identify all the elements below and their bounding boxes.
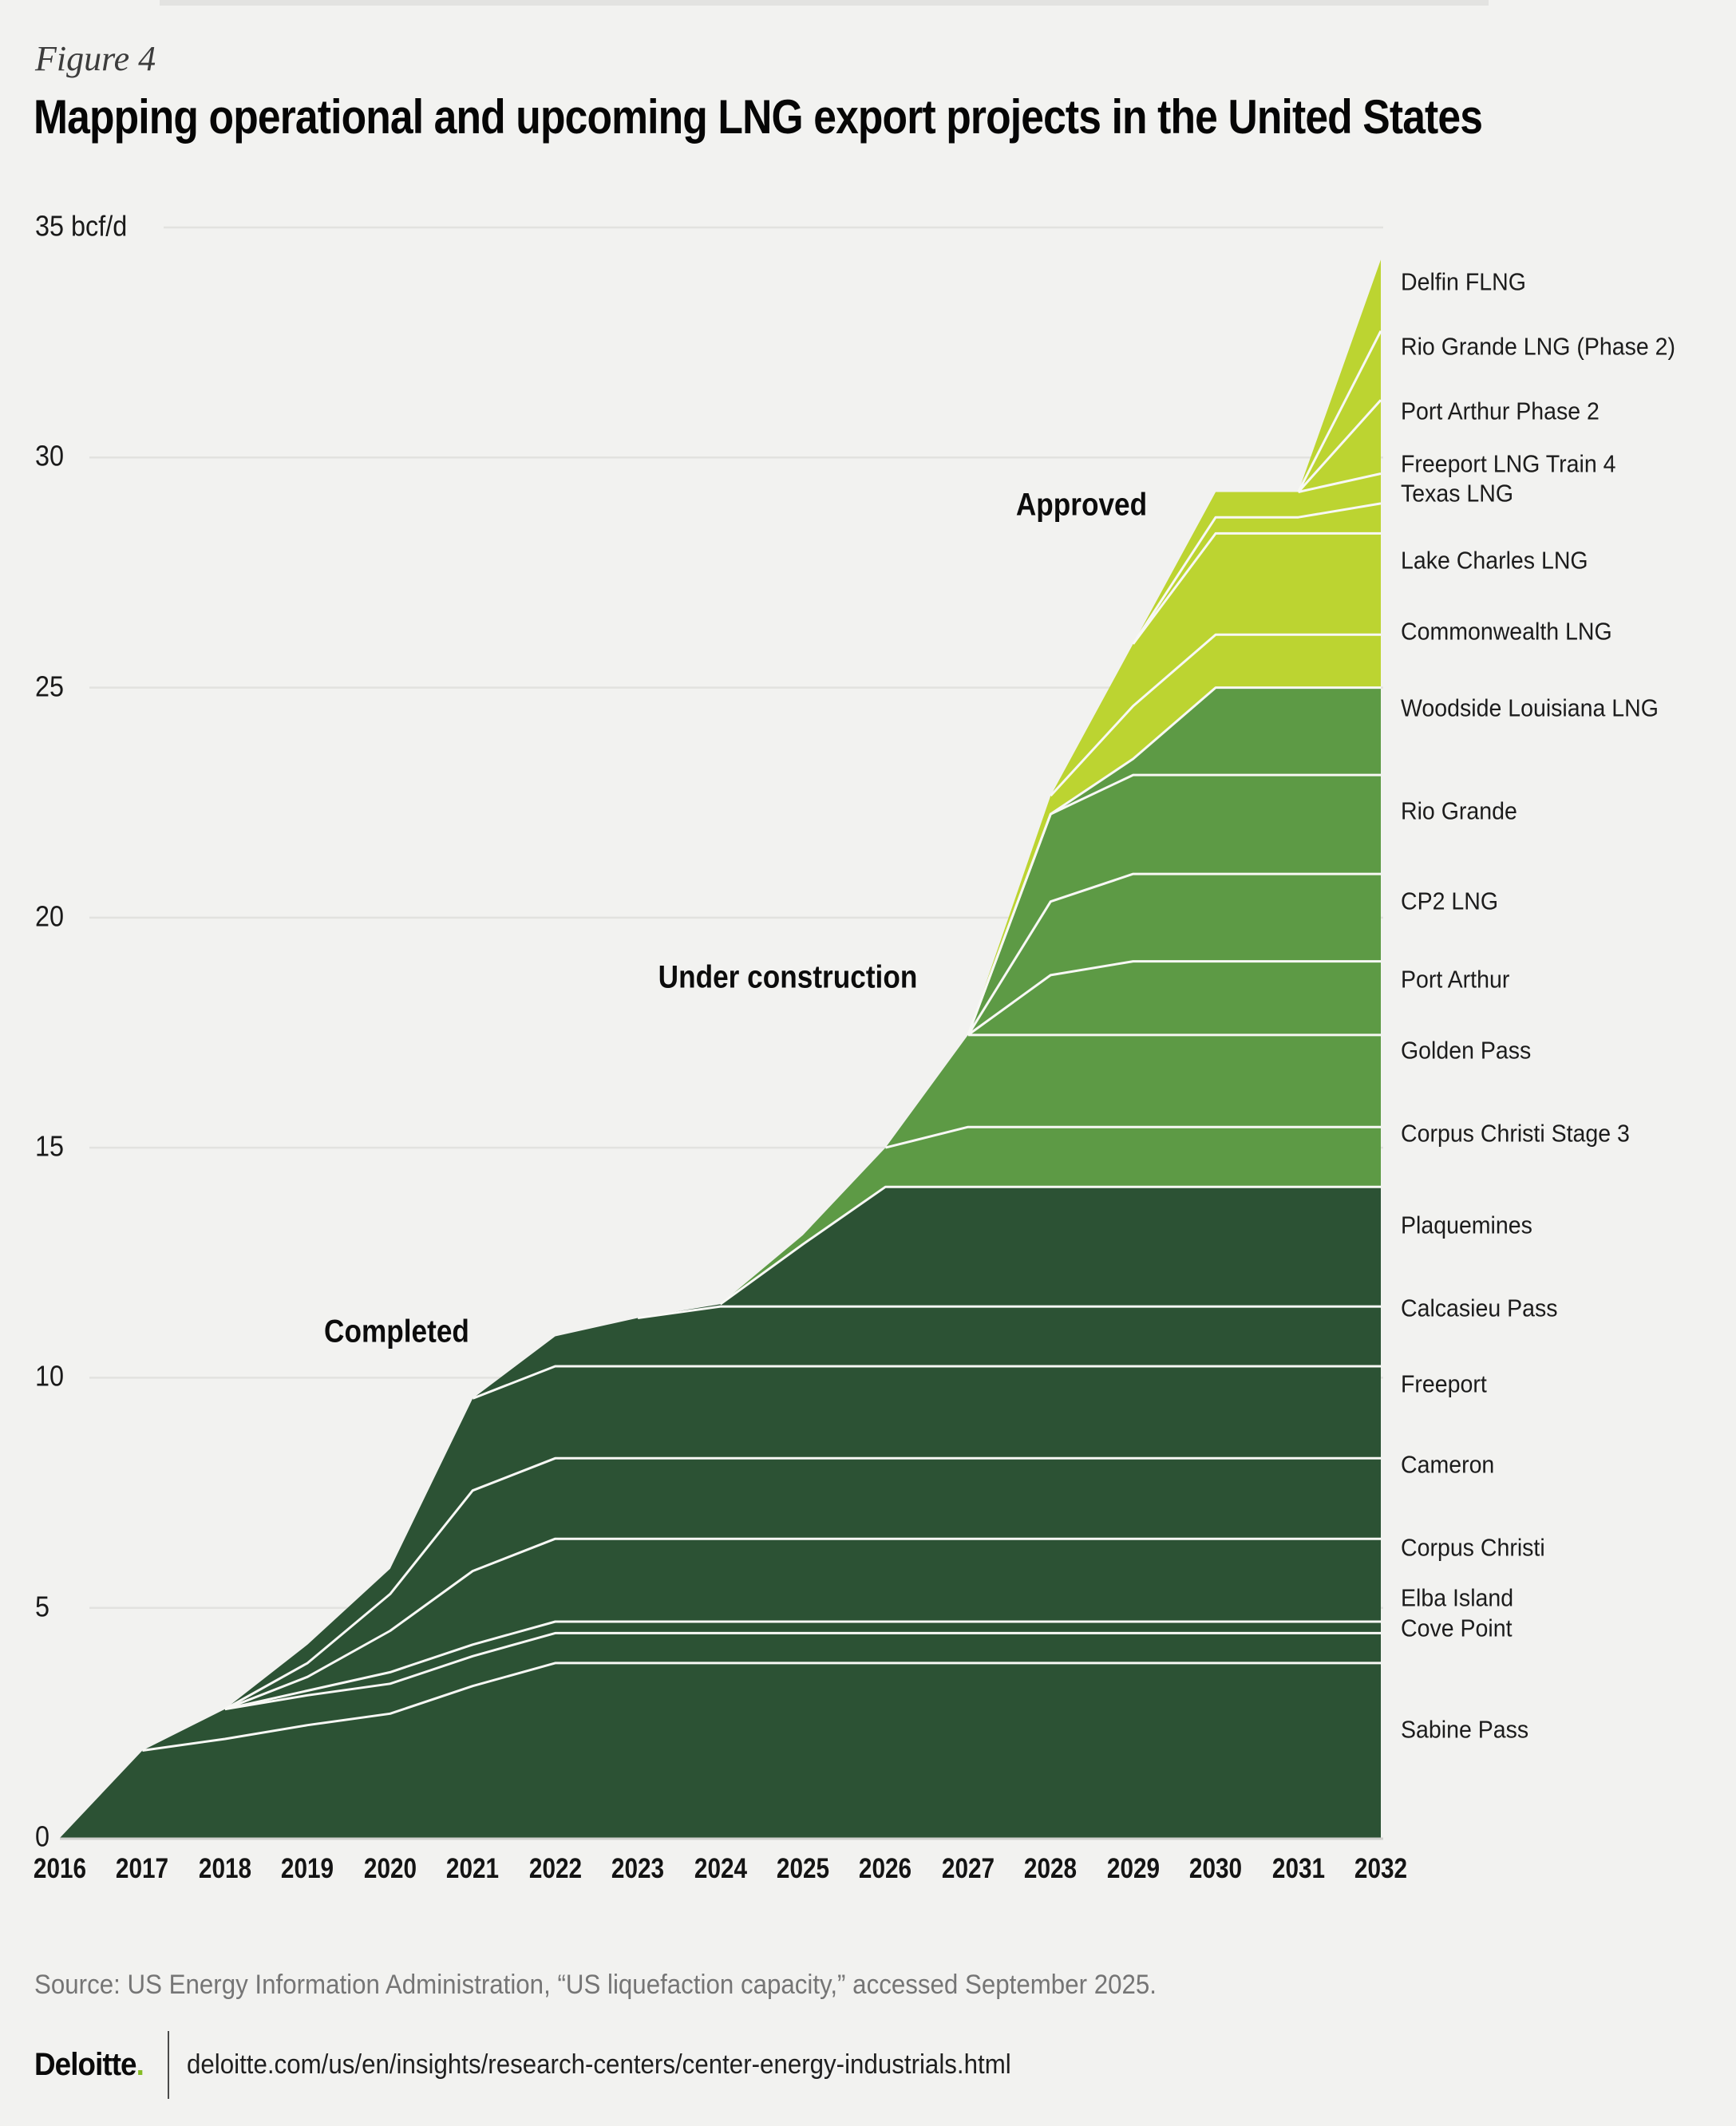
area-cameron: [60, 1458, 1381, 1838]
separator-texas-lng: [1132, 502, 1382, 645]
separator-sabine-pass: [142, 1662, 1381, 1752]
area-corpus-christi: [60, 1539, 1381, 1838]
group-label-under_construction: Under construction: [658, 959, 918, 995]
series-label-corpus-christi: Corpus Christi: [1401, 1533, 1545, 1562]
x-axis-label-2025: 2025: [776, 1853, 830, 1884]
series-label-rio-grande: Rio Grande: [1401, 796, 1517, 825]
series-label-corpus-christi-stage-3: Corpus Christi Stage 3: [1401, 1119, 1630, 1148]
series-label-woodside-louisiana-lng: Woodside Louisiana LNG: [1401, 693, 1659, 721]
x-axis-label-2027: 2027: [941, 1853, 995, 1884]
series-label-port-arthur: Port Arthur: [1401, 964, 1510, 993]
x-axis-label-2032: 2032: [1354, 1853, 1408, 1884]
series-label-elba-island: Elba Island: [1401, 1583, 1514, 1612]
y-axis-label-30: 30: [35, 439, 65, 472]
series-label-texas-lng: Texas LNG: [1401, 479, 1514, 508]
area-elba-island: [60, 1622, 1381, 1838]
y-axis-label-20: 20: [35, 899, 65, 933]
separator-cp2-lng: [967, 872, 1381, 1036]
series-label-delfin-flng: Delfin FLNG: [1401, 267, 1526, 296]
x-axis-label-2028: 2028: [1024, 1853, 1078, 1884]
x-axis-label-2022: 2022: [528, 1853, 582, 1884]
separator-plaquemines: [719, 1185, 1381, 1306]
x-axis-label-2023: 2023: [611, 1853, 665, 1884]
series-label-golden-pass: Golden Pass: [1401, 1036, 1532, 1065]
area-golden-pass: [60, 1034, 1381, 1838]
separator-cove-point: [224, 1631, 1381, 1711]
separator-freeport: [472, 1365, 1381, 1400]
footer-url[interactable]: deloitte.com/us/en/insights/research-cen…: [186, 2049, 1011, 2080]
separator-cameron: [224, 1456, 1381, 1710]
series-label-cove-point: Cove Point: [1401, 1613, 1513, 1642]
series-label-port-arthur-phase-2: Port Arthur Phase 2: [1401, 396, 1600, 425]
area-calcasieu-pass: [60, 1306, 1381, 1838]
y-axis-label-35: 35 bcf/d: [35, 209, 128, 243]
series-label-freeport: Freeport: [1401, 1369, 1487, 1398]
y-axis-label-15: 15: [35, 1129, 65, 1163]
series-label-plaquemines: Plaquemines: [1401, 1211, 1532, 1239]
series-label-calcasieu-pass: Calcasieu Pass: [1401, 1294, 1558, 1322]
series-label-sabine-pass: Sabine Pass: [1401, 1714, 1529, 1743]
deloitte-logo: Deloitte.: [34, 2047, 144, 2083]
area-plaquemines: [60, 1187, 1381, 1838]
y-axis-label-5: 5: [35, 1590, 50, 1623]
x-axis-label-2017: 2017: [116, 1853, 169, 1884]
separator-rio-grande-lng-phase-2-: [1297, 330, 1382, 493]
series-label-cp2-lng: CP2 LNG: [1401, 886, 1499, 915]
x-axis-label-2016: 2016: [33, 1853, 87, 1884]
x-axis-label-2019: 2019: [281, 1853, 334, 1884]
y-axis-label-25: 25: [35, 669, 65, 702]
series-label-cameron: Cameron: [1401, 1450, 1495, 1479]
area-freeport: [60, 1366, 1381, 1838]
area-sabine-pass: [60, 1662, 1381, 1838]
separator-corpus-christi-stage-3: [885, 1125, 1381, 1149]
separator-corpus-christi: [224, 1537, 1381, 1710]
x-axis-label-2018: 2018: [198, 1853, 251, 1884]
x-axis-label-2021: 2021: [446, 1853, 500, 1884]
series-label-lake-charles-lng: Lake Charles LNG: [1401, 546, 1588, 575]
y-axis-label-0: 0: [35, 1820, 50, 1853]
page-title: Mapping operational and upcoming LNG exp…: [34, 90, 1483, 144]
group-label-completed: Completed: [324, 1314, 469, 1349]
separator-elba-island: [224, 1620, 1381, 1711]
x-axis-label-2024: 2024: [694, 1853, 747, 1884]
group-label-approved: Approved: [1015, 487, 1147, 523]
top-divider-strip: [160, 0, 1489, 6]
y-axis-label-10: 10: [35, 1359, 65, 1393]
series-label-commonwealth-lng: Commonwealth LNG: [1401, 617, 1612, 646]
series-label-freeport-lng-train-4: Freeport LNG Train 4: [1401, 449, 1616, 478]
x-axis-label-2026: 2026: [859, 1853, 912, 1884]
source-note: Source: US Energy Information Administra…: [34, 1970, 1157, 2000]
separator-port-arthur: [967, 960, 1381, 1037]
separator-woodside-louisiana-lng: [967, 686, 1381, 1036]
separator-calcasieu-pass: [637, 1305, 1381, 1319]
x-axis-label-2031: 2031: [1271, 1853, 1325, 1884]
deloitte-green-dot: .: [136, 2047, 144, 2082]
x-axis-label-2020: 2020: [363, 1853, 417, 1884]
separator-port-arthur-phase-2: [1297, 399, 1382, 493]
footer: Deloitte. deloitte.com/us/en/insights/re…: [34, 2031, 1082, 2099]
figure-number: Figure 4: [35, 39, 156, 78]
separator-freeport-lng-train-4: [1298, 472, 1382, 493]
separator-commonwealth-lng: [1050, 633, 1381, 797]
separator-lake-charles-lng: [1132, 532, 1381, 645]
x-axis-label-2030: 2030: [1189, 1853, 1243, 1884]
footer-divider: [167, 2031, 169, 2099]
x-axis-label-2029: 2029: [1106, 1853, 1160, 1884]
series-label-rio-grande-lng-phase-2-: Rio Grande LNG (Phase 2): [1401, 332, 1675, 361]
deloitte-wordmark: Deloitte: [34, 2047, 137, 2082]
